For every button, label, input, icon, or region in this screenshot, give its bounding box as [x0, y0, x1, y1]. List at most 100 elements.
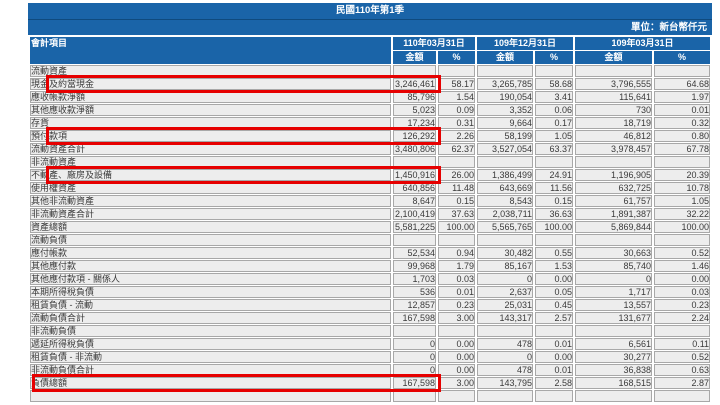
amount-cell: 8,543 [477, 195, 534, 207]
percent-cell: 2.87 [654, 377, 711, 389]
percent-cell [438, 234, 476, 246]
percent-cell: 1.79 [438, 260, 476, 272]
percent-cell: 2.26 [438, 130, 476, 142]
amount-cell: 143,795 [477, 377, 534, 389]
amount-cell [535, 390, 574, 402]
percent-cell: 0.94 [438, 247, 476, 259]
amount-cell: 190,054 [477, 91, 534, 103]
percent-cell: 0.01 [438, 286, 476, 298]
amount-cell: 30,277 [575, 351, 653, 363]
amount-cell: 46,812 [575, 130, 653, 142]
percent-cell: 1.53 [535, 260, 574, 272]
amount-cell: 5,581,225 [393, 221, 436, 233]
amount-cell: 167,598 [393, 377, 436, 389]
period-title-banner: 民國110年第1季 [28, 3, 712, 20]
percent-cell: 63.37 [535, 143, 574, 155]
row-label: 存貨 [30, 117, 391, 129]
table-row-partial [30, 390, 711, 402]
amount-cell: 0 [393, 364, 436, 376]
percent-cell: 0.80 [654, 130, 711, 142]
percent-cell: 1.54 [438, 91, 476, 103]
amount-cell: 0 [393, 338, 436, 350]
table-row: 負債總額 167,598 3.00 143,795 2.58 168,515 2.87 [30, 377, 711, 389]
table-row: 租賃負債 - 非流動 0 0.00 0 0.00 30,277 0.52 [30, 351, 711, 363]
amount-cell: 85,167 [477, 260, 534, 272]
percent-cell: 3.00 [438, 377, 476, 389]
amount-cell [575, 390, 653, 402]
amount-cell: 0 [477, 273, 534, 285]
percent-cell: 58.17 [438, 78, 476, 90]
row-label: 應收帳款淨額 [30, 91, 391, 103]
percent-cell: 0.52 [654, 351, 711, 363]
table-row: 其他應付款 99,968 1.79 85,167 1.53 85,740 1.46 [30, 260, 711, 272]
percent-cell: 100.00 [654, 221, 711, 233]
amount-cell [575, 325, 653, 337]
amount-cell: 25,031 [477, 299, 534, 311]
amount-cell [393, 234, 436, 246]
percent-cell: 0.55 [535, 247, 574, 259]
percent-cell: 0.03 [438, 273, 476, 285]
percent-cell: 11.48 [438, 182, 476, 194]
amount-header-1: 金額 [393, 51, 436, 64]
sheet: 民國110年第1季 單位：新台幣仟元 會計項目 110年03月31日 109年1… [28, 3, 713, 403]
percent-cell: 24.91 [535, 169, 574, 181]
row-label: 非流動資產合計 [30, 208, 391, 220]
percent-cell: 3.00 [438, 312, 476, 324]
amount-cell: 131,677 [575, 312, 653, 324]
table-row: 非流動資產合計 2,100,419 37.63 2,038,711 36.63 1,891… [30, 208, 711, 220]
amount-cell: 1,703 [393, 273, 436, 285]
period-header-row: 會計項目 110年03月31日 109年12月31日 109年03月31日 [30, 37, 711, 64]
amount-cell: 61,757 [575, 195, 653, 207]
percent-cell: 0.11 [654, 338, 711, 350]
amount-cell: 3,796,555 [575, 78, 653, 90]
percent-cell [654, 156, 711, 168]
amount-cell: 17,234 [393, 117, 436, 129]
percent-cell: 58.68 [535, 78, 574, 90]
amount-cell: 52,534 [393, 247, 436, 259]
percent-cell: 0.23 [438, 299, 476, 311]
period-header-3: 109年03月31日 [575, 37, 711, 50]
percent-cell: 1.05 [654, 195, 711, 207]
row-label: 負債總額 [30, 377, 391, 389]
row-label: 其他應付款 [30, 260, 391, 272]
percent-cell [535, 234, 574, 246]
row-label: 不動產、廠房及設備 [30, 169, 391, 181]
amount-cell: 3,246,461 [393, 78, 436, 90]
table-row: 非流動負債合計 0 0.00 478 0.01 36,838 0.63 [30, 364, 711, 376]
amount-cell [575, 156, 653, 168]
amount-cell: 6,561 [575, 338, 653, 350]
percent-cell: 64.68 [654, 78, 711, 90]
amount-cell: 2,038,711 [477, 208, 534, 220]
table-row: 遞延所得稅負債 0 0.00 478 0.01 6,561 0.11 [30, 338, 711, 350]
percent-cell: 0.06 [535, 104, 574, 116]
item-column-header: 會計項目 [30, 37, 391, 64]
row-label: 非流動資產 [30, 156, 391, 168]
amount-cell: 643,669 [477, 182, 534, 194]
percent-cell: 0.01 [654, 104, 711, 116]
table-row: 其他非流動資產 8,647 0.15 8,543 0.15 61,757 1.05 [30, 195, 711, 207]
table-row: 其他應付款項 - 關係人 1,703 0.03 0 0.00 0 0.00 [30, 273, 711, 285]
amount-cell: 5,023 [393, 104, 436, 116]
amount-cell: 36,838 [575, 364, 653, 376]
table-row: 應收帳款淨額 85,796 1.54 190,054 3.41 115,641 1.97 [30, 91, 711, 103]
amount-cell: 3,527,054 [477, 143, 534, 155]
amount-cell: 536 [393, 286, 436, 298]
amount-cell: 85,740 [575, 260, 653, 272]
amount-cell: 115,641 [575, 91, 653, 103]
amount-cell [575, 234, 653, 246]
percent-cell: 2.24 [654, 312, 711, 324]
amount-cell: 30,482 [477, 247, 534, 259]
percent-cell: 0.03 [654, 286, 711, 298]
percent-cell [535, 156, 574, 168]
row-label: 非流動負債合計 [30, 364, 391, 376]
row-label [30, 390, 391, 402]
amount-cell: 1,386,499 [477, 169, 534, 181]
percent-cell [438, 325, 476, 337]
amount-cell: 1,891,387 [575, 208, 653, 220]
amount-cell: 3,352 [477, 104, 534, 116]
amount-cell: 3,978,457 [575, 143, 653, 155]
percent-cell [654, 65, 711, 77]
amount-cell: 730 [575, 104, 653, 116]
row-label: 非流動負債 [30, 325, 391, 337]
percent-cell: 0.32 [654, 117, 711, 129]
